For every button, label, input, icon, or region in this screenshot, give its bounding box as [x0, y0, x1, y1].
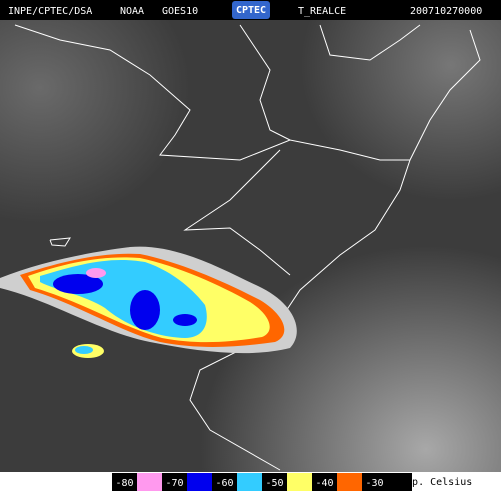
legend-label-box: [312, 473, 337, 491]
legend-label-box: [262, 473, 287, 491]
source: INPE/CPTEC/DSA: [8, 6, 92, 17]
header: INPE/CPTEC/DSA NOAA GOES10 CPTEC T_REALC…: [8, 1, 482, 19]
legend-label: -60: [215, 478, 233, 489]
legend-label: -70: [165, 478, 183, 489]
legend-label: -40: [315, 478, 333, 489]
legend-swatch: [337, 473, 362, 491]
logo-box: [232, 1, 270, 19]
legend-label-box: [162, 473, 187, 491]
logo: CPTEC: [236, 5, 266, 16]
legend-title: Temp. Celsius: [394, 477, 472, 488]
satellite: NOAA: [120, 6, 144, 17]
legend-label-box: [362, 473, 387, 491]
legend-swatch: [137, 473, 162, 491]
legend-label-box: [112, 473, 137, 491]
borders: [14, 24, 481, 471]
timestamp: 200710270000: [410, 6, 482, 17]
legend-swatch: [237, 473, 262, 491]
legend-label: -80: [115, 478, 133, 489]
cold-cloud-top: [0, 246, 297, 358]
legend-swatch: [387, 473, 412, 491]
legend-swatch: [187, 473, 212, 491]
instrument: GOES10: [162, 6, 198, 17]
product: T_REALCE: [298, 6, 346, 17]
legend-swatch: [287, 473, 312, 491]
legend: Temp. Celsius -80 -70 -60 -50 -40 -30: [112, 473, 472, 491]
legend-label: -50: [265, 478, 283, 489]
cloud-haze: [0, 20, 501, 472]
legend-label: -30: [365, 478, 383, 489]
legend-label-box: [212, 473, 237, 491]
